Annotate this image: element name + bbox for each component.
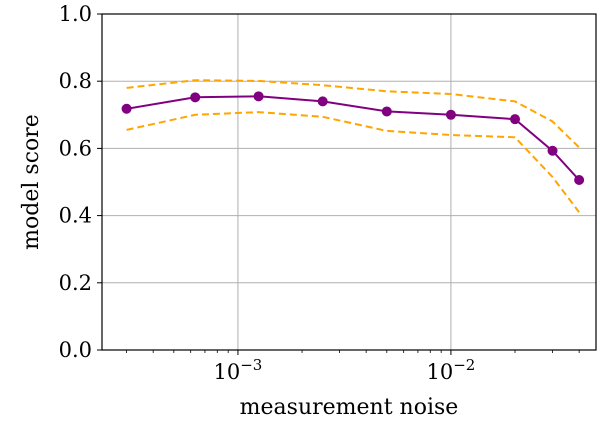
y-tick-label: 0.2: [59, 271, 92, 295]
data-point: [121, 103, 132, 114]
y-tick-label: 0.4: [59, 204, 92, 228]
data-point: [510, 114, 521, 125]
series-line-lower-bound: [126, 111, 580, 213]
y-axis-label: model score: [19, 114, 44, 250]
data-point: [547, 145, 558, 156]
x-tick-label: 10−2: [426, 356, 475, 384]
data-point: [253, 91, 264, 102]
y-tick-label: 0.0: [59, 338, 92, 362]
data-point: [381, 106, 392, 117]
grid: [102, 13, 596, 351]
x-tick-label: 10−3: [214, 356, 263, 384]
plot-frame: [101, 13, 597, 351]
x-axis-label: measurement noise: [240, 395, 459, 420]
series-line-upper-bound: [126, 79, 580, 149]
y-tick-label: 0.6: [59, 136, 92, 160]
series-layer: [121, 79, 585, 213]
data-point: [574, 174, 585, 185]
y-tick-label: 1.0: [59, 2, 92, 26]
data-point: [317, 96, 328, 107]
data-point: [190, 92, 201, 103]
data-point: [445, 109, 456, 120]
ticks: 0.0 0.2 0.4 0.6 0.8 1.0 10−3 10−2: [59, 2, 580, 384]
y-tick-label: 0.8: [59, 69, 92, 93]
